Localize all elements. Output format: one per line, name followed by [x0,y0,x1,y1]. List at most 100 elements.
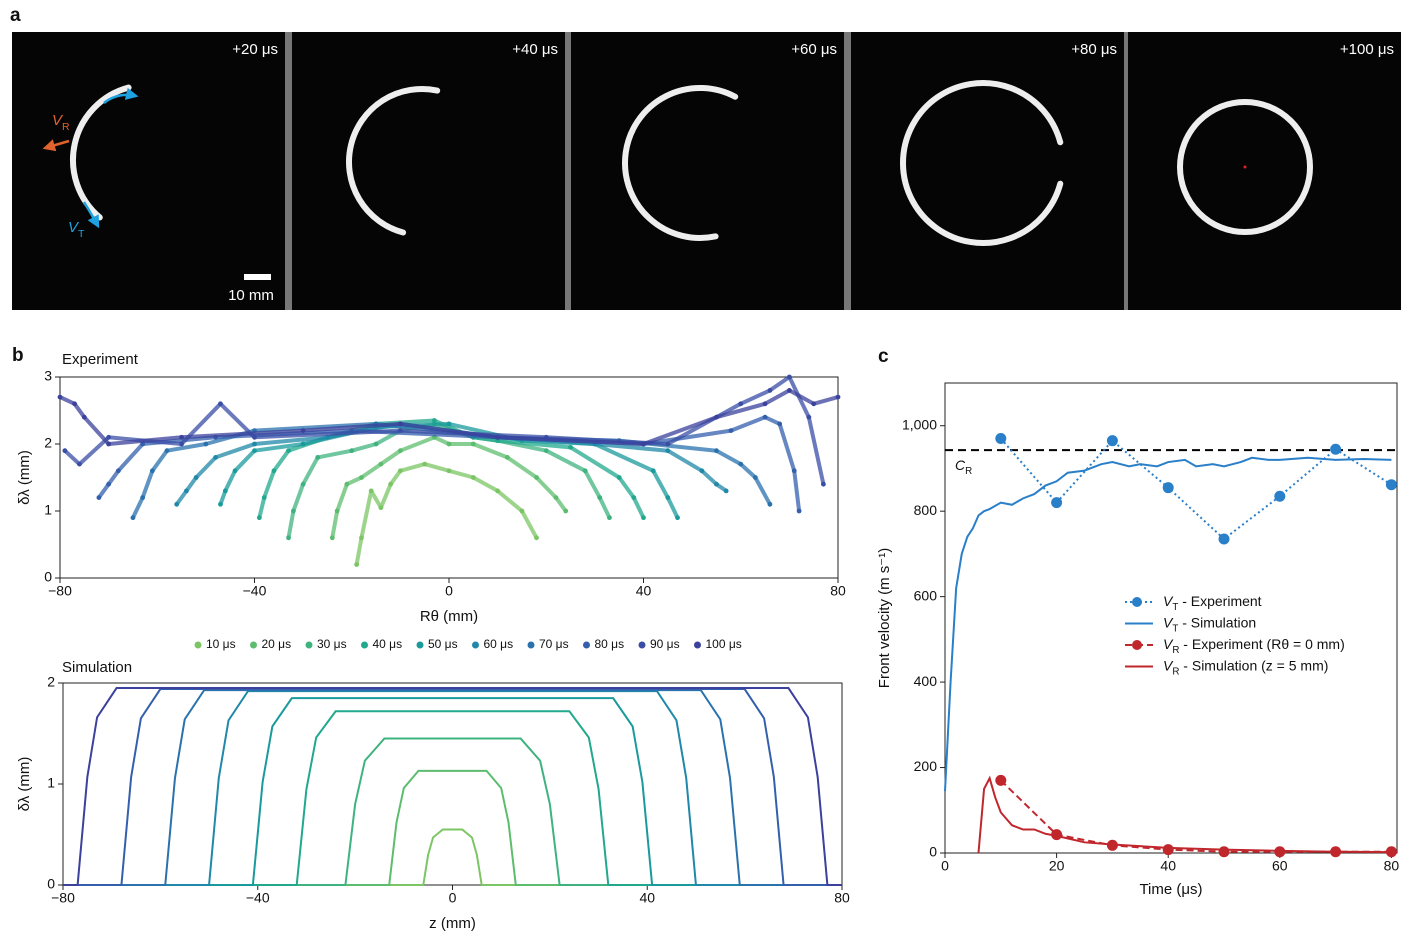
image-frame [292,32,565,310]
point [504,455,510,460]
point [193,475,199,480]
point [446,441,452,447]
x-tick-label: −80 [51,890,75,906]
image-frame [571,32,844,310]
point [738,401,744,407]
series-line [63,828,842,886]
legend-marker [1132,640,1142,650]
point [397,428,403,433]
point [252,448,257,454]
point [397,421,403,427]
image-frame [12,32,285,310]
center-dot [1243,165,1247,169]
point [728,428,734,433]
point [130,515,136,521]
point [723,488,729,494]
x-tick-label: 60 [1272,858,1288,874]
x-tick-label: 40 [1160,858,1176,874]
y-tick-label: 1,000 [902,416,937,432]
point [140,495,146,500]
point [106,481,112,487]
point [675,515,680,521]
point [149,468,155,474]
series-line [63,697,842,886]
point [388,481,394,487]
series-line [1000,779,1392,853]
point [291,508,296,514]
point [300,481,306,487]
point [495,434,501,440]
point [271,468,277,474]
point [72,401,77,407]
x-axis-label: z (mm) [429,915,476,931]
series-line [63,710,842,886]
plot-frame [59,376,839,579]
legend-label: 40 μs [373,637,403,651]
marker [1162,482,1174,494]
point [397,468,403,474]
point [77,461,82,467]
point [767,501,773,507]
x-tick-label: −40 [246,890,270,906]
point [334,508,340,514]
point [607,515,612,521]
point [791,468,797,474]
frame-time: +100 μs [1340,41,1394,58]
x-tick-label: −40 [243,583,267,599]
legend-label: VR - Experiment (Rθ = 0 mm) [1163,636,1345,656]
frame-time: +80 μs [1071,41,1117,58]
point [106,441,112,447]
point [534,535,539,541]
point [714,448,719,454]
point [354,562,360,567]
point [786,374,792,380]
y-tick-label: 3 [44,368,52,384]
point [57,394,63,400]
y-axis-label: Front velocity (m s⁻¹) [876,548,893,688]
point [470,475,476,480]
marker [1385,479,1397,491]
series-line [977,775,1392,854]
legend-swatch [583,641,590,649]
point [218,501,223,507]
x-tick-label: 80 [1384,858,1400,874]
marker [1274,490,1286,502]
y-tick-label: 600 [914,587,938,603]
point [81,414,87,420]
point [563,508,569,514]
image-frame [851,32,1124,310]
point [699,468,705,474]
panel-label: b [12,345,24,366]
point [835,394,841,400]
point [359,535,364,541]
point [811,401,817,407]
point [203,441,209,447]
point [378,461,384,467]
series-line [63,688,842,886]
x-tick-label: 0 [941,858,949,874]
legend-swatch [527,641,535,649]
point [368,488,374,494]
point [286,535,291,541]
point [543,448,549,454]
point [641,515,646,521]
chart-title: Experiment [62,351,139,368]
point [373,441,379,447]
legend-label: 60 μs [484,637,514,651]
x-tick-label: 80 [834,890,850,906]
panel-label: c [878,346,889,367]
point [300,441,306,447]
y-axis-label: δλ (mm) [16,450,33,505]
series-trace [59,388,839,446]
point [714,414,719,420]
panel-label: a [10,5,21,26]
plot-frame [62,682,843,886]
series-line [63,737,842,886]
point [786,388,792,393]
y-tick-label: 0 [44,569,52,585]
point [378,505,384,511]
y-tick-label: 200 [914,758,938,774]
legend-swatch [361,641,368,649]
point [665,448,671,454]
x-axis-label: Time (μs) [1139,881,1202,898]
